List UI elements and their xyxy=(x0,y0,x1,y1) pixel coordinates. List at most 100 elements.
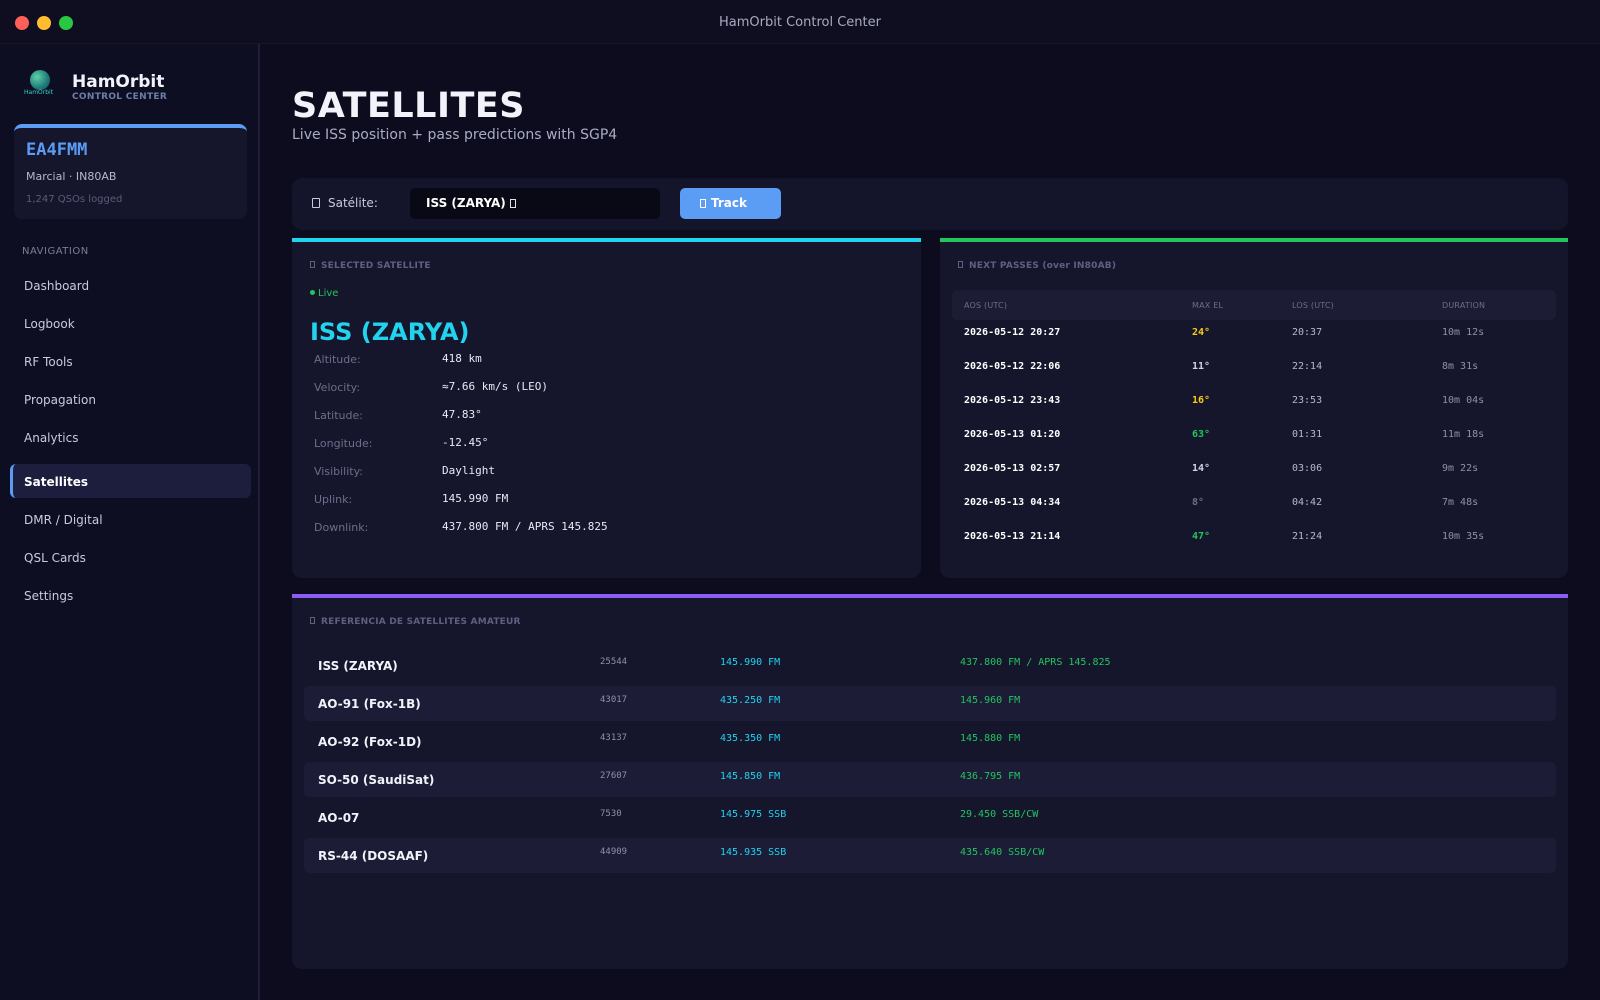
pass-los: 23:53 xyxy=(1292,395,1323,406)
pass-aos: 2026-05-13 04:34 xyxy=(964,497,1061,508)
reference-row[interactable]: AO-92 (Fox-1D) 43137 435.350 FM 145.880 FM xyxy=(304,724,1556,759)
maximize-window-button[interactable] xyxy=(59,16,73,30)
detail-value: -12.45° xyxy=(442,436,489,449)
detail-row-visibility: Visibility: Daylight xyxy=(314,462,894,482)
reference-row[interactable]: AO-91 (Fox-1B) 43017 435.250 FM 145.960 FM xyxy=(304,686,1556,721)
pass-row: 2026-05-13 04:34 8° 04:42 7m 48s xyxy=(952,490,1556,518)
reference-row[interactable]: RS-44 (DOSAAF) 44909 145.935 SSB 435.640 SS… xyxy=(304,838,1556,873)
live-dot-icon xyxy=(310,290,315,295)
satellite-icon xyxy=(310,261,315,268)
pass-aos: 2026-05-12 22:06 xyxy=(964,361,1061,372)
passes-table-header: AOS (UTC) MAX EL LOS (UTC) DURATION xyxy=(952,290,1556,320)
sidebar-item-dashboard[interactable]: Dashboard xyxy=(24,279,90,293)
pass-row: 2026-05-12 23:43 16° 23:53 10m 04s xyxy=(952,388,1556,416)
sidebar-item-dmr-digital[interactable]: DMR / Digital xyxy=(24,513,103,527)
card-heading-text: SELECTED SATELLITE xyxy=(321,261,431,271)
ref-norad-id: 43017 xyxy=(600,695,628,705)
user-card: EA4FMM Marcial · IN80AB 1,247 QSOs logge… xyxy=(14,124,247,219)
column-header-los: LOS (UTC) xyxy=(1292,301,1334,310)
ref-downlink: 437.800 FM / APRS 145.825 xyxy=(960,657,1111,668)
minimize-window-button[interactable] xyxy=(37,16,51,30)
pass-duration: 9m 22s xyxy=(1442,463,1479,474)
track-button[interactable]: Track xyxy=(680,188,781,219)
track-icon xyxy=(700,199,706,208)
next-passes-card: NEXT PASSES (over IN80AB) AOS (UTC) MAX … xyxy=(940,238,1568,578)
pass-max-el: 63° xyxy=(1192,429,1211,440)
pass-duration: 7m 48s xyxy=(1442,497,1479,508)
pass-duration: 10m 04s xyxy=(1442,395,1485,406)
column-header-duration: DURATION xyxy=(1442,301,1486,310)
pass-max-el: 16° xyxy=(1192,395,1211,406)
detail-row-altitude: Altitude: 418 km xyxy=(314,350,894,370)
pass-row: 2026-05-12 20:27 24° 20:37 10m 12s xyxy=(952,320,1556,348)
sidebar-item-satellites[interactable]: Satellites xyxy=(10,464,251,498)
sidebar-item-propagation[interactable]: Propagation xyxy=(24,393,96,407)
ref-downlink: 436.795 FM xyxy=(960,771,1021,782)
detail-label: Uplink: xyxy=(314,493,353,506)
pass-max-el: 47° xyxy=(1192,531,1211,542)
pass-max-el: 11° xyxy=(1192,361,1211,372)
detail-value: 418 km xyxy=(442,352,482,365)
ref-sat-name: AO-92 (Fox-1D) xyxy=(318,735,422,749)
card-heading-text: NEXT PASSES (over IN80AB) xyxy=(969,261,1117,271)
live-status-text: Live xyxy=(318,288,339,299)
detail-value: 437.800 FM / APRS 145.825 xyxy=(442,520,608,533)
next-passes-heading: NEXT PASSES (over IN80AB) xyxy=(958,261,1116,271)
clock-icon xyxy=(958,261,963,268)
ref-norad-id: 7530 xyxy=(600,809,622,819)
satellite-select[interactable]: ISS (ZARYA) xyxy=(410,188,660,219)
pass-max-el: 14° xyxy=(1192,463,1211,474)
pass-duration: 8m 31s xyxy=(1442,361,1479,372)
pass-row: 2026-05-13 01:20 63° 01:31 11m 18s xyxy=(952,422,1556,450)
logo-text: HamOrbit xyxy=(24,89,54,96)
sidebar-item-analytics[interactable]: Analytics xyxy=(24,431,79,445)
pass-los: 03:06 xyxy=(1292,463,1323,474)
title-bar: HamOrbit Control Center xyxy=(0,0,1600,44)
reference-row[interactable]: AO-07 7530 145.975 SSB 29.450 SSB/CW xyxy=(304,800,1556,835)
column-header-aos: AOS (UTC) xyxy=(964,301,1008,310)
satellite-select-value: ISS (ZARYA) xyxy=(426,196,506,210)
chevron-down-icon xyxy=(509,199,516,208)
ref-sat-name: ISS (ZARYA) xyxy=(318,659,398,673)
pass-los: 04:42 xyxy=(1292,497,1323,508)
detail-value: ≈7.66 km/s (LEO) xyxy=(442,380,548,393)
sidebar-item-settings[interactable]: Settings xyxy=(24,589,74,603)
callsign: EA4FMM xyxy=(26,140,88,160)
ref-sat-name: AO-07 xyxy=(318,811,360,825)
reference-row[interactable]: ISS (ZARYA) 25544 145.990 FM 437.800 FM / A… xyxy=(304,648,1556,683)
close-window-button[interactable] xyxy=(15,16,29,30)
logo[interactable]: HamOrbit xyxy=(24,70,56,102)
user-name-locator: Marcial · IN80AB xyxy=(26,170,117,183)
reference-heading: REFERENCIA DE SATELLITES AMATEUR xyxy=(310,617,521,627)
ref-downlink: 145.960 FM xyxy=(960,695,1021,706)
pass-max-el: 8° xyxy=(1192,497,1205,508)
reference-row[interactable]: SO-50 (SaudiSat) 27607 145.850 FM 436.795 F… xyxy=(304,762,1556,797)
detail-label: Downlink: xyxy=(314,521,369,534)
ref-uplink: 435.350 FM xyxy=(720,733,781,744)
ref-uplink: 145.935 SSB xyxy=(720,847,787,858)
selected-satellite-heading: SELECTED SATELLITE xyxy=(310,261,431,271)
sidebar-item-qsl-cards[interactable]: QSL Cards xyxy=(24,551,86,565)
sidebar-item-rf-tools[interactable]: RF Tools xyxy=(24,355,73,369)
brand-subtitle: CONTROL CENTER xyxy=(72,92,168,102)
sidebar-item-logbook[interactable]: Logbook xyxy=(24,317,75,331)
pass-aos: 2026-05-12 23:43 xyxy=(964,395,1061,406)
ref-downlink: 145.880 FM xyxy=(960,733,1021,744)
ref-norad-id: 25544 xyxy=(600,657,628,667)
ref-downlink: 435.640 SSB/CW xyxy=(960,847,1045,858)
ref-uplink: 145.850 FM xyxy=(720,771,781,782)
detail-value: Daylight xyxy=(442,464,495,477)
detail-row-longitude: Longitude: -12.45° xyxy=(314,434,894,454)
ref-norad-id: 44909 xyxy=(600,847,628,857)
pass-duration: 10m 35s xyxy=(1442,531,1485,542)
page-subtitle: Live ISS position + pass predictions wit… xyxy=(292,127,618,143)
detail-label: Longitude: xyxy=(314,437,373,450)
column-header-max-el: MAX EL xyxy=(1192,301,1224,310)
satellite-reference-card: REFERENCIA DE SATELLITES AMATEUR ISS (ZA… xyxy=(292,594,1568,969)
pass-los: 22:14 xyxy=(1292,361,1323,372)
globe-icon xyxy=(30,70,50,90)
pass-duration: 11m 18s xyxy=(1442,429,1485,440)
window-title: HamOrbit Control Center xyxy=(719,15,881,30)
detail-value: 145.990 FM xyxy=(442,492,509,505)
pass-aos: 2026-05-12 20:27 xyxy=(964,327,1061,338)
